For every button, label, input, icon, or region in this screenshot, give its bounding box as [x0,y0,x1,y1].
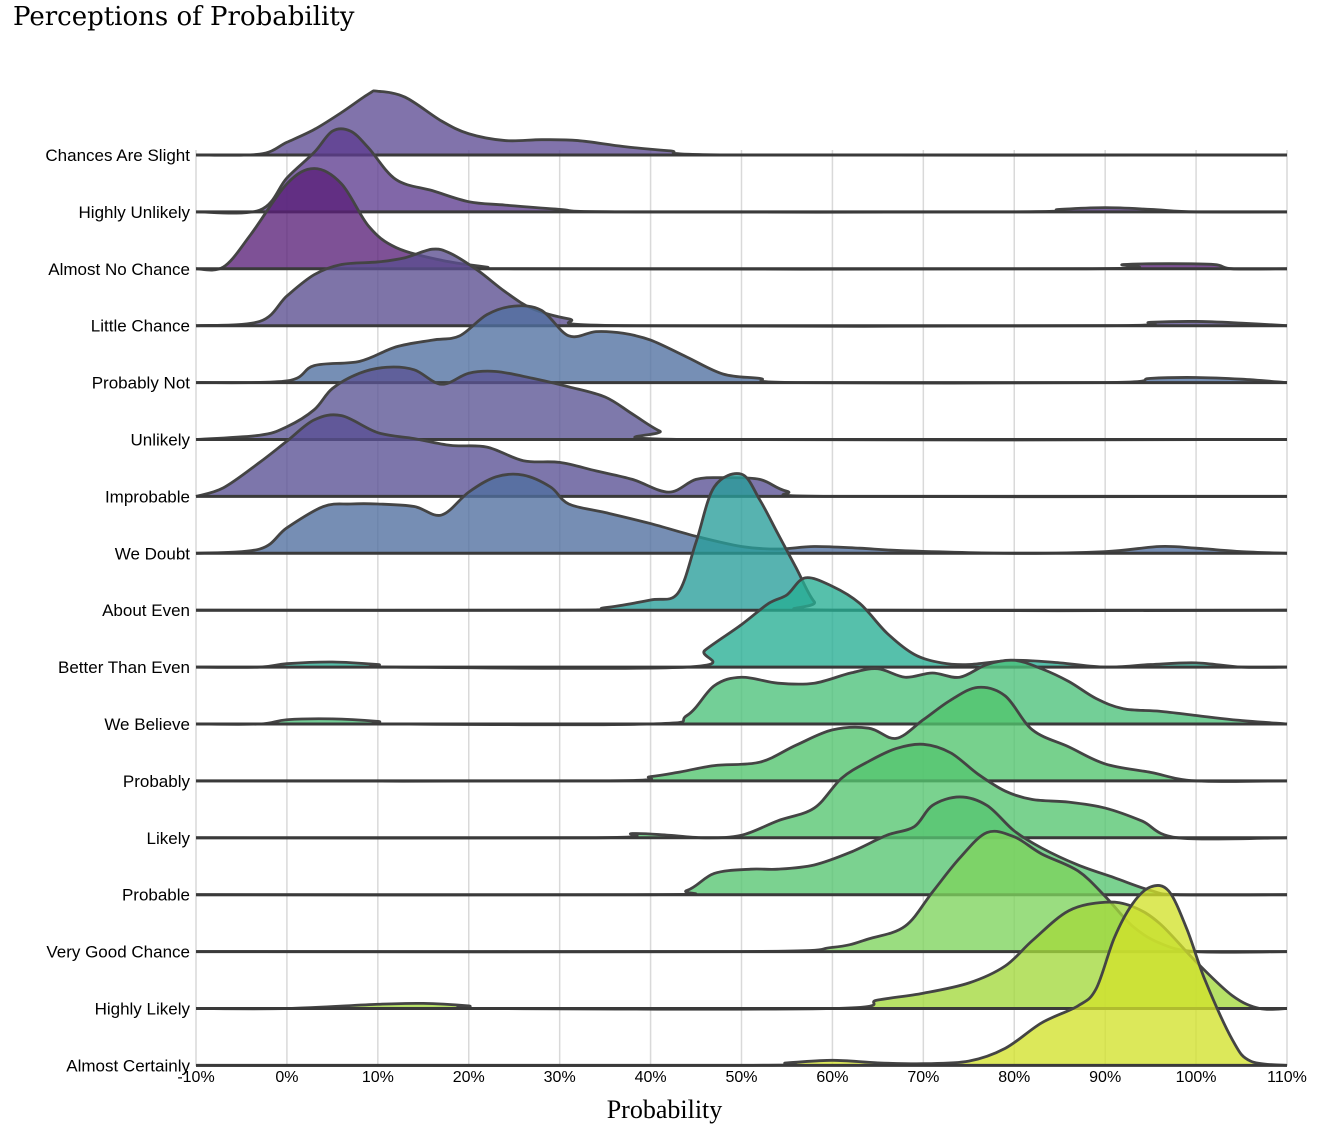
ridge-area [196,473,1287,611]
ridge-almost-certainly [195,884,1288,1067]
ridge-outline [195,365,1288,442]
x-axis: -10% 0% 10% 20% 30% 40% 50% 60% 70% 80% 90% 100% 110… [177,1069,1307,1086]
x-tick-label: 0% [275,1069,298,1086]
x-tick-label: 100% [1176,1069,1217,1086]
ridge-little-chance [195,247,1288,328]
ridge-area [196,577,1287,669]
x-tick-label: 110% [1267,1069,1307,1086]
category-label: Probably [123,772,191,791]
category-label: Highly Likely [95,1000,191,1019]
ridge-area [196,687,1287,782]
ridge-area [196,90,1287,156]
x-tick-label: 90% [1089,1069,1121,1086]
category-label: Better Than Even [58,658,190,677]
x-tick-label: 40% [635,1069,667,1086]
category-label: Chances Are Slight [45,146,190,165]
category-label: Almost Certainly [66,1056,190,1075]
ridge-area [196,249,1287,327]
x-tick-label: 50% [725,1069,757,1086]
ridge-area [196,885,1287,1066]
ridge-outline [195,247,1288,328]
x-tick-label: 20% [453,1069,485,1086]
x-tick-label: 70% [907,1069,939,1086]
x-tick-label: 80% [998,1069,1030,1086]
ridge-area [196,367,1287,441]
category-label: Likely [147,829,191,848]
ridge-area [196,168,1287,271]
chart-title: Perceptions of Probability [13,2,355,32]
ridge-area [196,414,1287,497]
x-tick-label: 60% [816,1069,848,1086]
category-label: Very Good Chance [46,943,190,962]
ridge-probably [195,685,1288,783]
ridge-area [196,902,1287,1010]
ridge-outline [195,685,1288,783]
ridge-likely [195,742,1288,841]
ridge-better-than-even [195,576,1288,670]
ridge-area [196,305,1287,384]
category-label: We Believe [104,715,190,734]
category-label: Unlikely [130,431,190,450]
ridges [195,89,1288,1067]
ridge-area [196,744,1287,840]
category-label: Little Chance [91,317,190,336]
category-label: Improbable [105,487,190,506]
x-tick-label: 10% [362,1069,394,1086]
ridge-outline [195,795,1288,897]
ridge-chances-are-slight [195,89,1288,157]
ridge-outline [195,742,1288,841]
category-label: Almost No Chance [48,260,190,279]
x-tick-label: 30% [544,1069,576,1086]
x-tick-label: -10% [177,1069,214,1086]
category-label: Probable [122,886,190,905]
category-labels: Chances Are Slight Highly Unlikely Almost … [45,146,190,1075]
category-label: We Doubt [115,544,191,563]
ridge-area [196,474,1287,554]
x-axis-title: Probability [607,1095,723,1124]
category-label: Probably Not [92,374,191,393]
ridge-area [196,831,1287,953]
ridge-outline [195,413,1288,499]
ridge-outline [195,127,1288,215]
category-label: Highly Unlikely [79,203,191,222]
category-label: About Even [102,601,190,620]
